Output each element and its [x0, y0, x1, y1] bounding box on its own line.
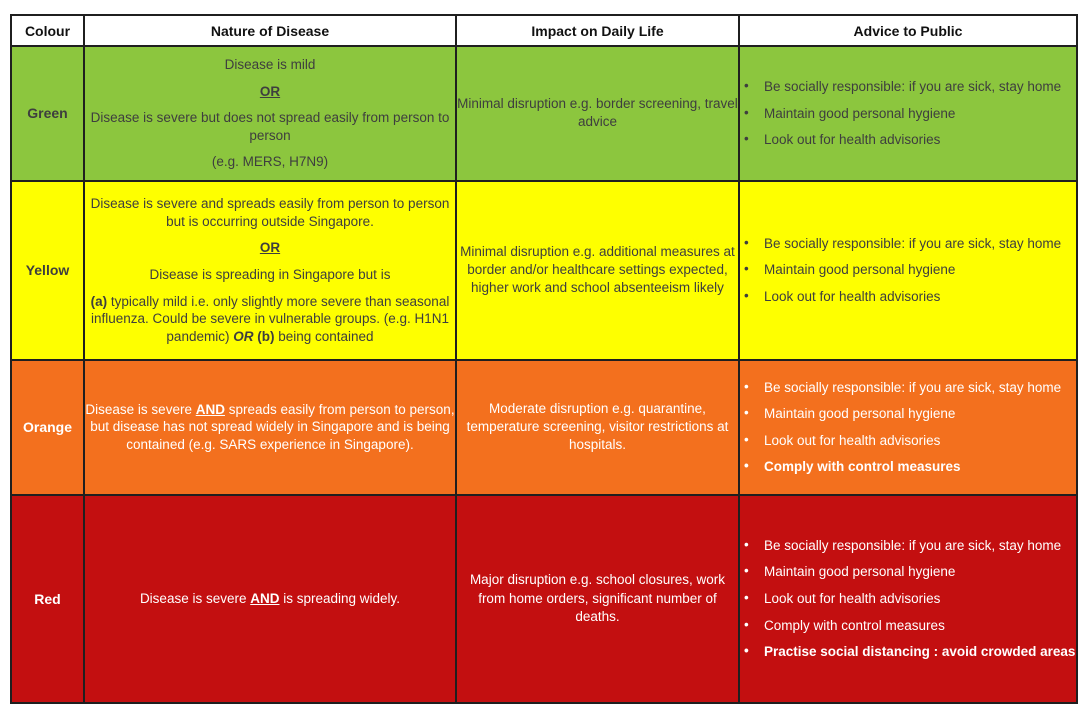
- impact-text: Moderate disruption e.g. quarantine, tem…: [466, 400, 729, 453]
- advice-item-text: Be socially responsible: if you are sick…: [764, 379, 1062, 395]
- advice-item: • Look out for health advisories: [740, 590, 1076, 608]
- advice-item: • Be socially responsible: if you are sic…: [740, 379, 1076, 397]
- bullet-icon: •: [744, 643, 749, 659]
- advice-item-text: Be socially responsible: if you are sick…: [764, 537, 1062, 553]
- bullet-icon: •: [744, 131, 749, 147]
- advice-item-text: Maintain good personal hygiene: [764, 262, 956, 278]
- advice-item: • Be socially responsible: if you are sic…: [740, 537, 1076, 555]
- advice-to-public-cell: • Be socially responsible: if you are sic…: [738, 358, 1078, 496]
- advice-item: • Comply with control measures: [740, 617, 1076, 635]
- colour-label-red: Red: [10, 493, 85, 704]
- nature-paragraph: OR: [259, 83, 281, 99]
- advice-item-text: Practise social distancing : avoid crowd…: [764, 644, 1076, 660]
- dorscon-table: Colour Nature of Disease Impact on Daily…: [10, 14, 1078, 704]
- nature-paragraph: Disease is severe and spreads easily fro…: [90, 196, 450, 229]
- advice-to-public-cell: • Be socially responsible: if you are sic…: [738, 493, 1078, 704]
- bullet-icon: •: [744, 405, 749, 421]
- nature-paragraph: Disease is severe AND spreads easily fro…: [85, 401, 455, 452]
- advice-list: • Be socially responsible: if you are sic…: [740, 379, 1076, 476]
- bullet-icon: •: [744, 261, 749, 277]
- impact-text: Minimal disruption e.g. additional measu…: [460, 243, 735, 296]
- alert-row-green: Green Disease is mild OR Disease is severe …: [10, 45, 1078, 182]
- advice-item: • Maintain good personal hygiene: [740, 563, 1076, 581]
- nature-paragraph: OR: [259, 240, 281, 256]
- advice-to-public-cell: • Be socially responsible: if you are sic…: [738, 45, 1078, 182]
- advice-item-text: Maintain good personal hygiene: [764, 406, 956, 422]
- nature-of-disease-cell: Disease is severe and spreads easily fro…: [83, 179, 457, 361]
- advice-item-text: Maintain good personal hygiene: [764, 105, 956, 121]
- advice-item: • Be socially responsible: if you are sic…: [740, 78, 1076, 96]
- bullet-icon: •: [744, 78, 749, 94]
- advice-item: • Look out for health advisories: [740, 432, 1076, 450]
- advice-item: • Maintain good personal hygiene: [740, 261, 1076, 279]
- advice-item: • Comply with control measures: [740, 458, 1076, 476]
- advice-item-text: Comply with control measures: [764, 459, 961, 475]
- nature-paragraph: Disease is spreading in Singapore but is: [149, 266, 391, 282]
- bullet-icon: •: [744, 616, 749, 632]
- advice-item: • Maintain good personal hygiene: [740, 105, 1076, 123]
- advice-item-text: Look out for health advisories: [764, 289, 941, 304]
- colour-label-green: Green: [10, 45, 85, 182]
- advice-item: • Maintain good personal hygiene: [740, 405, 1076, 423]
- advice-item-text: Be socially responsible: if you are sick…: [764, 79, 1062, 95]
- colour-label-yellow: Yellow: [10, 179, 85, 361]
- bullet-icon: •: [744, 589, 749, 605]
- impact-on-daily-life-cell: Moderate disruption e.g. quarantine, tem…: [455, 358, 740, 496]
- bullet-icon: •: [744, 288, 749, 303]
- nature-paragraph: Disease is severe AND is spreading widel…: [139, 590, 401, 606]
- advice-item: • Practise social distancing : avoid crow…: [740, 643, 1076, 661]
- advice-item-text: Comply with control measures: [764, 617, 945, 633]
- alert-row-orange: Orange Disease is severe AND spreads easi…: [10, 358, 1078, 496]
- nature-paragraph: Disease is severe but does not spread ea…: [90, 110, 450, 143]
- header-colour: Colour: [10, 14, 85, 47]
- header-advice-to-public: Advice to Public: [738, 14, 1078, 47]
- advice-item: • Look out for health advisories: [740, 131, 1076, 149]
- advice-item-text: Look out for health advisories: [764, 132, 941, 148]
- impact-on-daily-life-cell: Minimal disruption e.g. border screening…: [455, 45, 740, 182]
- advice-list: • Be socially responsible: if you are sic…: [740, 78, 1076, 149]
- nature-of-disease-cell: Disease is mild OR Disease is severe but d…: [83, 45, 457, 182]
- nature-paragraph: Disease is mild: [224, 57, 316, 72]
- bullet-icon: •: [744, 104, 749, 120]
- impact-text: Minimal disruption e.g. border screening…: [457, 96, 738, 130]
- bullet-icon: •: [744, 458, 749, 474]
- bullet-icon: •: [744, 563, 749, 579]
- nature-paragraph: (a) typically mild i.e. only slightly mo…: [90, 293, 450, 344]
- bullet-icon: •: [744, 234, 749, 250]
- bullet-icon: •: [744, 378, 749, 394]
- advice-item-text: Look out for health advisories: [764, 590, 941, 606]
- bullet-icon: •: [744, 536, 749, 552]
- colour-label-orange: Orange: [10, 358, 85, 496]
- bullet-icon: •: [744, 431, 749, 447]
- advice-item-text: Look out for health advisories: [764, 432, 941, 448]
- nature-paragraph: (e.g. MERS, H7N9): [211, 154, 329, 170]
- advice-list: • Be socially responsible: if you are sic…: [740, 537, 1076, 661]
- header-impact-on-daily-life: Impact on Daily Life: [455, 14, 740, 47]
- header-row: Colour Nature of Disease Impact on Daily…: [10, 14, 1078, 47]
- impact-on-daily-life-cell: Minimal disruption e.g. additional measu…: [455, 179, 740, 361]
- nature-of-disease-cell: Disease is severe AND spreads easily fro…: [83, 358, 457, 496]
- advice-item: • Look out for health advisories: [740, 288, 1076, 306]
- nature-of-disease-cell: Disease is severe AND is spreading widel…: [83, 493, 457, 704]
- alert-row-red: Red Disease is severe AND is spreading wi…: [10, 493, 1078, 704]
- header-nature-of-disease: Nature of Disease: [83, 14, 457, 47]
- advice-to-public-cell: • Be socially responsible: if you are sic…: [738, 179, 1078, 361]
- impact-on-daily-life-cell: Major disruption e.g. school closures, w…: [455, 493, 740, 704]
- alert-row-yellow: Yellow Disease is severe and spreads easi…: [10, 179, 1078, 361]
- advice-item: • Be socially responsible: if you are sic…: [740, 235, 1076, 253]
- advice-item-text: Be socially responsible: if you are sick…: [764, 235, 1062, 251]
- impact-text: Major disruption e.g. school closures, w…: [469, 572, 726, 624]
- advice-item-text: Maintain good personal hygiene: [764, 564, 956, 580]
- advice-list: • Be socially responsible: if you are sic…: [740, 235, 1076, 306]
